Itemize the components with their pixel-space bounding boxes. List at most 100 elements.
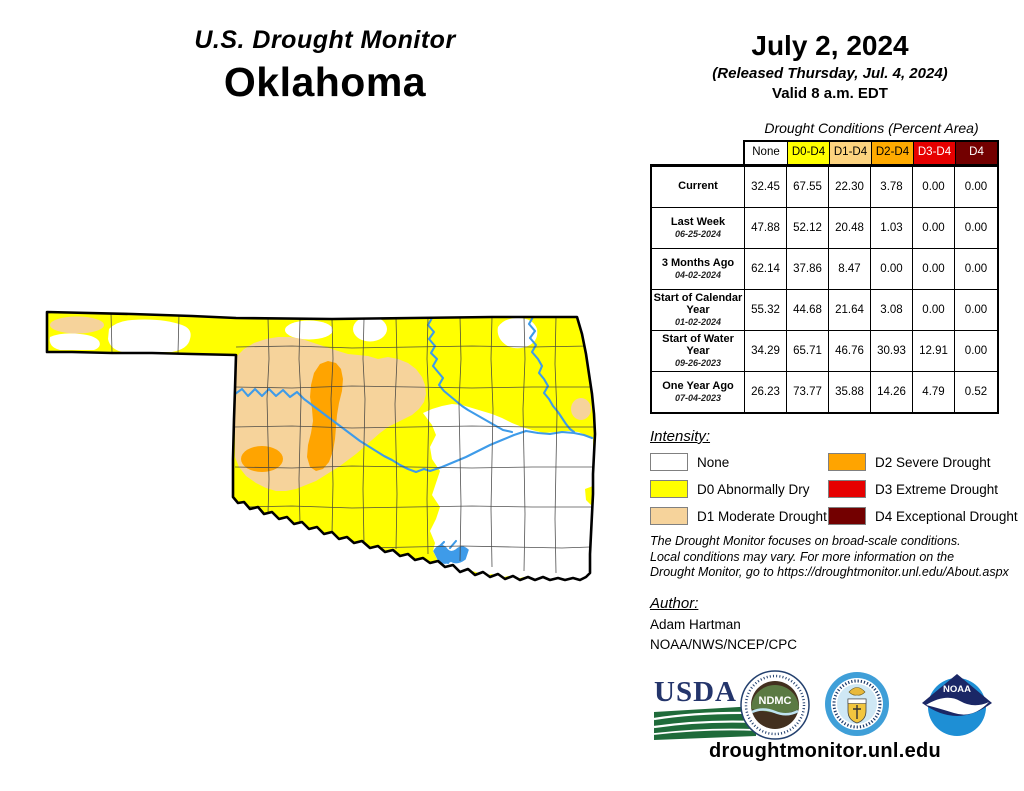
table-cell: 3.78	[871, 166, 913, 207]
noaa-wordmark: NOAA	[943, 684, 971, 695]
arkansas-river	[527, 315, 576, 434]
footer-url: droughtmonitor.unl.edu	[708, 740, 942, 762]
column-header-d0d4: D0-D4	[787, 142, 829, 164]
table-cell: 55.32	[745, 289, 787, 330]
table-cell: 12.91	[913, 330, 955, 371]
map-d0-east-wedge	[585, 486, 593, 507]
note-line: Drought Monitor, go to https://droughtmo…	[650, 565, 1009, 579]
released-date: (Released Thursday, Jul. 4, 2024)	[712, 65, 948, 82]
row-date: 06-25-2024	[674, 229, 722, 240]
author-name: Adam Hartman	[650, 617, 741, 632]
table-cell: 47.88	[745, 207, 787, 248]
intensity-legend: Intensity: None D0 Abnormally Dry D1 Mod…	[650, 428, 1018, 525]
none-swatch	[650, 453, 688, 471]
table-cell: 46.76	[829, 330, 871, 371]
row-name: Start of Calendar Year	[653, 292, 743, 316]
row-label: One Year Ago 07-04-2023	[652, 371, 745, 412]
title-block: U.S. Drought Monitor Oklahoma	[130, 26, 520, 106]
map-none-north-patch2	[353, 316, 387, 342]
note-line: Local conditions may vary. For more info…	[650, 549, 955, 564]
date-block: July 2, 2024 (Released Thursday, Jul. 4,…	[660, 30, 1000, 102]
row-label: Current	[652, 166, 745, 207]
table-body: Current 32.45 67.55 22.30 3.78 0.00 0.00…	[650, 164, 999, 414]
valid-time: Valid 8 a.m. EDT	[772, 85, 888, 102]
county-boundaries	[110, 312, 594, 574]
table-cell: 0.00	[913, 207, 955, 248]
map-none-region	[423, 404, 593, 580]
table-cell: 37.86	[787, 248, 829, 289]
column-header-none: None	[745, 142, 787, 164]
map-date: July 2, 2024	[751, 30, 909, 61]
map-none-ne-patch	[497, 318, 538, 349]
table-cell: 35.88	[829, 371, 871, 412]
table-cell: 30.93	[871, 330, 913, 371]
table-cell: 34.29	[745, 330, 787, 371]
row-name: Last Week	[670, 215, 726, 228]
table-cell: 32.45	[745, 166, 787, 207]
table-cell: 44.68	[787, 289, 829, 330]
table-title: Drought Conditions (Percent Area)	[764, 120, 979, 136]
table-cell: 14.26	[871, 371, 913, 412]
row-date: 01-02-2024	[674, 317, 722, 327]
author-organization: NOAA/NWS/NCEP/CPC	[650, 637, 798, 652]
legend-item-d0: D0 Abnormally Dry	[650, 480, 810, 498]
legend-label: D3 Extreme Drought	[875, 481, 999, 497]
table-cell: 52.12	[787, 207, 829, 248]
row-name: Current	[678, 180, 718, 193]
oklahoma-outline	[45, 310, 597, 582]
map-none-panhandle-patch	[49, 333, 100, 350]
column-header-d3d4: D3-D4	[913, 142, 955, 164]
row-date: 09-26-2023	[674, 358, 722, 368]
noaa-logo: NOAA	[922, 674, 992, 736]
table-cell: 8.47	[829, 248, 871, 289]
usda-logo: USDA	[653, 676, 757, 740]
ndmc-logo: NDMC	[740, 670, 810, 740]
row-name: One Year Ago	[662, 379, 734, 392]
table-cell: 0.00	[955, 330, 997, 371]
table-cell: 1.03	[871, 207, 913, 248]
map-none-north-patch1	[285, 320, 333, 340]
row-date: 07-04-2023	[674, 393, 722, 404]
canadian-river	[233, 387, 594, 474]
legend-item-d4: D4 Exceptional Drought	[828, 507, 1018, 525]
row-label: Start of Water Year 09-26-2023	[652, 330, 745, 371]
legend-label: D1 Moderate Drought	[697, 508, 827, 524]
ndmc-wordmark: NDMC	[759, 695, 792, 707]
column-header-d1d4: D1-D4	[829, 142, 871, 164]
row-label: Start of Calendar Year 01-02-2024	[652, 289, 745, 330]
note-line: The Drought Monitor focuses on broad-sca…	[650, 534, 961, 548]
table-cell: 0.00	[913, 166, 955, 207]
legend-label: D2 Severe Drought	[875, 454, 991, 470]
d3-swatch	[828, 480, 866, 498]
table-cell: 0.00	[913, 289, 955, 330]
table-cell: 0.00	[955, 289, 997, 330]
column-header-d2d4: D2-D4	[871, 142, 913, 164]
state-name: Oklahoma	[223, 59, 427, 105]
map-d1-east-spot	[571, 398, 591, 420]
lake-texoma-arms	[435, 539, 464, 565]
table-cell: 0.00	[955, 207, 997, 248]
legend-item-d1: D1 Moderate Drought	[650, 507, 827, 525]
commerce-seal-logo	[825, 672, 889, 736]
row-name: 3 Months Ago	[661, 256, 735, 269]
conditions-table: Drought Conditions (Percent Area) None D…	[650, 120, 999, 414]
row-label: Last Week 06-25-2024	[652, 207, 745, 248]
legend-label: D0 Abnormally Dry	[697, 481, 810, 497]
table-cell: 0.52	[955, 371, 997, 412]
oklahoma-drought-map	[45, 310, 597, 582]
legend-title: Intensity:	[650, 428, 711, 445]
table-cell: 21.64	[829, 289, 871, 330]
row-date: 04-02-2024	[674, 270, 722, 281]
map-none-panhandle-patch2	[108, 319, 191, 352]
d0-swatch	[650, 480, 688, 498]
report-title: U.S. Drought Monitor	[194, 26, 456, 54]
legend-item-d3: D3 Extreme Drought	[828, 480, 998, 498]
legend-label: D4 Exceptional Drought	[875, 508, 1018, 524]
legend-item-none: None	[650, 453, 729, 471]
d1-swatch	[650, 507, 688, 525]
table-cell: 3.08	[871, 289, 913, 330]
legend-item-d2: D2 Severe Drought	[828, 453, 991, 471]
table-cell: 22.30	[829, 166, 871, 207]
cimarron-river	[426, 316, 514, 434]
